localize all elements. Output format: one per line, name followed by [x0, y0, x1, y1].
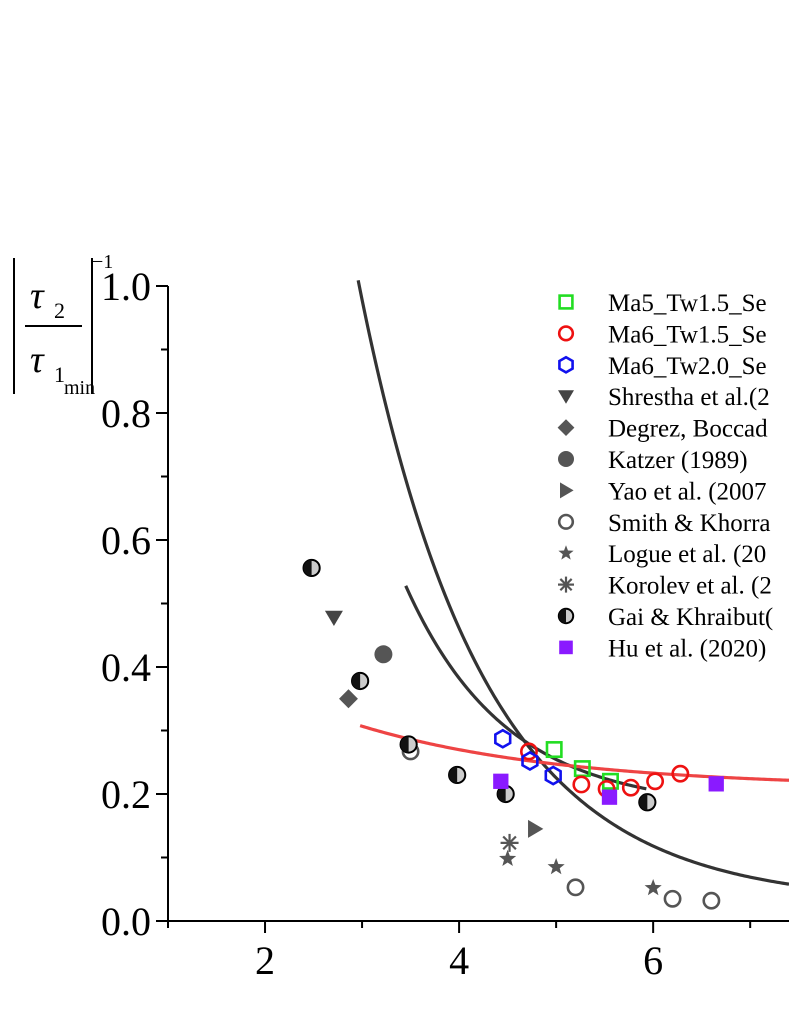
- data-point: [494, 728, 512, 749]
- legend-label: Hu et al. (2020): [608, 635, 766, 662]
- data-point: [499, 849, 517, 867]
- y-tick-label: 0.4: [101, 645, 151, 690]
- data-point: [663, 889, 682, 908]
- data-point: [521, 750, 539, 772]
- legend-marker: [560, 482, 574, 499]
- legend-label: Ma6_Tw2.0_Se: [608, 353, 767, 380]
- legend-marker: [557, 419, 575, 436]
- legend-entry: Yao et al. (2007: [560, 478, 767, 505]
- y-tick-label: 0.0: [101, 899, 151, 944]
- legend-marker: [559, 640, 573, 655]
- legend-entry: Katzer (1989): [558, 447, 748, 474]
- data-point: [351, 671, 370, 691]
- legend-label: Logue et al. (20: [608, 541, 766, 568]
- data-point: [644, 878, 662, 896]
- legend-marker: [558, 576, 574, 593]
- legend-label: Shrestha et al.(2: [608, 384, 770, 411]
- data-point: [708, 776, 724, 792]
- y-tick-label: 0.2: [101, 772, 151, 817]
- legend-entry: Shrestha et al.(2: [558, 384, 770, 411]
- legend-marker: [557, 513, 575, 530]
- data-point: [520, 742, 538, 761]
- y-label-exponent: −1: [92, 251, 113, 273]
- data-point: [399, 735, 418, 754]
- data-point: [547, 858, 565, 875]
- legend-label: Katzer (1989): [608, 447, 748, 474]
- data-point: [544, 765, 562, 786]
- legend-marker: [558, 355, 574, 374]
- legend: Ma5_Tw1.5_Se Ma6_Tw1.5_Se Ma6_Tw2.0_Se Shre…: [557, 290, 773, 662]
- legend-marker: [557, 325, 575, 342]
- data-point: [374, 645, 393, 664]
- y-label-denominator: τ: [30, 339, 45, 381]
- data-point: [528, 819, 544, 838]
- legend-label: Yao et al. (2007: [608, 478, 767, 505]
- legend-label: Degrez, Boccad: [608, 416, 768, 443]
- y-label-numerator-sub: 2: [54, 298, 65, 323]
- fit-curve: [404, 585, 647, 791]
- data-points: [302, 558, 724, 910]
- y-label-numerator: τ: [30, 275, 45, 317]
- legend-entry: Korolev et al. (2: [558, 573, 772, 600]
- legend-entry: Ma6_Tw1.5_Se: [557, 321, 767, 348]
- data-point: [621, 778, 640, 797]
- legend-entry: Gai & Khraibut(: [557, 604, 773, 631]
- fit-curve: [356, 280, 789, 886]
- data-point: [302, 558, 321, 578]
- legend-marker: [557, 607, 575, 625]
- data-point: [566, 878, 585, 897]
- x-tick-label: 6: [643, 938, 663, 983]
- data-point: [545, 741, 563, 759]
- legend-label: Gai & Khraibut(: [608, 604, 773, 631]
- legend-label: Ma6_Tw1.5_Se: [608, 321, 767, 348]
- data-point: [638, 793, 657, 812]
- legend-entry: Ma5_Tw1.5_Se: [558, 290, 767, 317]
- legend-label: Korolev et al. (2: [608, 573, 772, 600]
- legend-entry: Smith & Khorra: [557, 510, 771, 537]
- legend-marker: [558, 390, 574, 404]
- data-point: [339, 689, 358, 709]
- ticks: 2 4 6 0.0 0.2 0.4 0.6 0.8 1.0: [101, 264, 752, 983]
- data-point: [448, 765, 467, 785]
- data-point: [324, 610, 343, 627]
- legend-entry: Hu et al. (2020): [559, 635, 766, 662]
- data-point: [646, 772, 665, 791]
- y-tick-label: 0.8: [101, 391, 151, 436]
- y-label-subscript: min: [64, 377, 95, 399]
- legend-label: Ma5_Tw1.5_Se: [608, 290, 767, 317]
- legend-marker: [558, 545, 574, 560]
- legend-label: Smith & Khorra: [608, 510, 771, 537]
- data-point: [500, 833, 519, 852]
- x-tick-label: 2: [255, 938, 275, 983]
- legend-entry: Ma6_Tw2.0_Se: [558, 353, 767, 380]
- data-point: [493, 773, 509, 789]
- y-label-denominator-sub: 1: [54, 362, 65, 387]
- data-point: [671, 764, 690, 783]
- x-tick-label: 4: [449, 938, 469, 983]
- data-point: [702, 891, 721, 910]
- legend-marker: [558, 451, 574, 467]
- legend-entry: Degrez, Boccad: [557, 416, 768, 443]
- legend-marker: [558, 294, 574, 310]
- y-tick-label: 1.0: [101, 264, 151, 309]
- data-point: [601, 789, 618, 805]
- data-point: [572, 775, 591, 794]
- y-tick-label: 0.6: [101, 518, 151, 563]
- y-axis-label: τ 2 τ 1 −1 min: [13, 251, 113, 399]
- legend-entry: Logue et al. (20: [558, 541, 766, 568]
